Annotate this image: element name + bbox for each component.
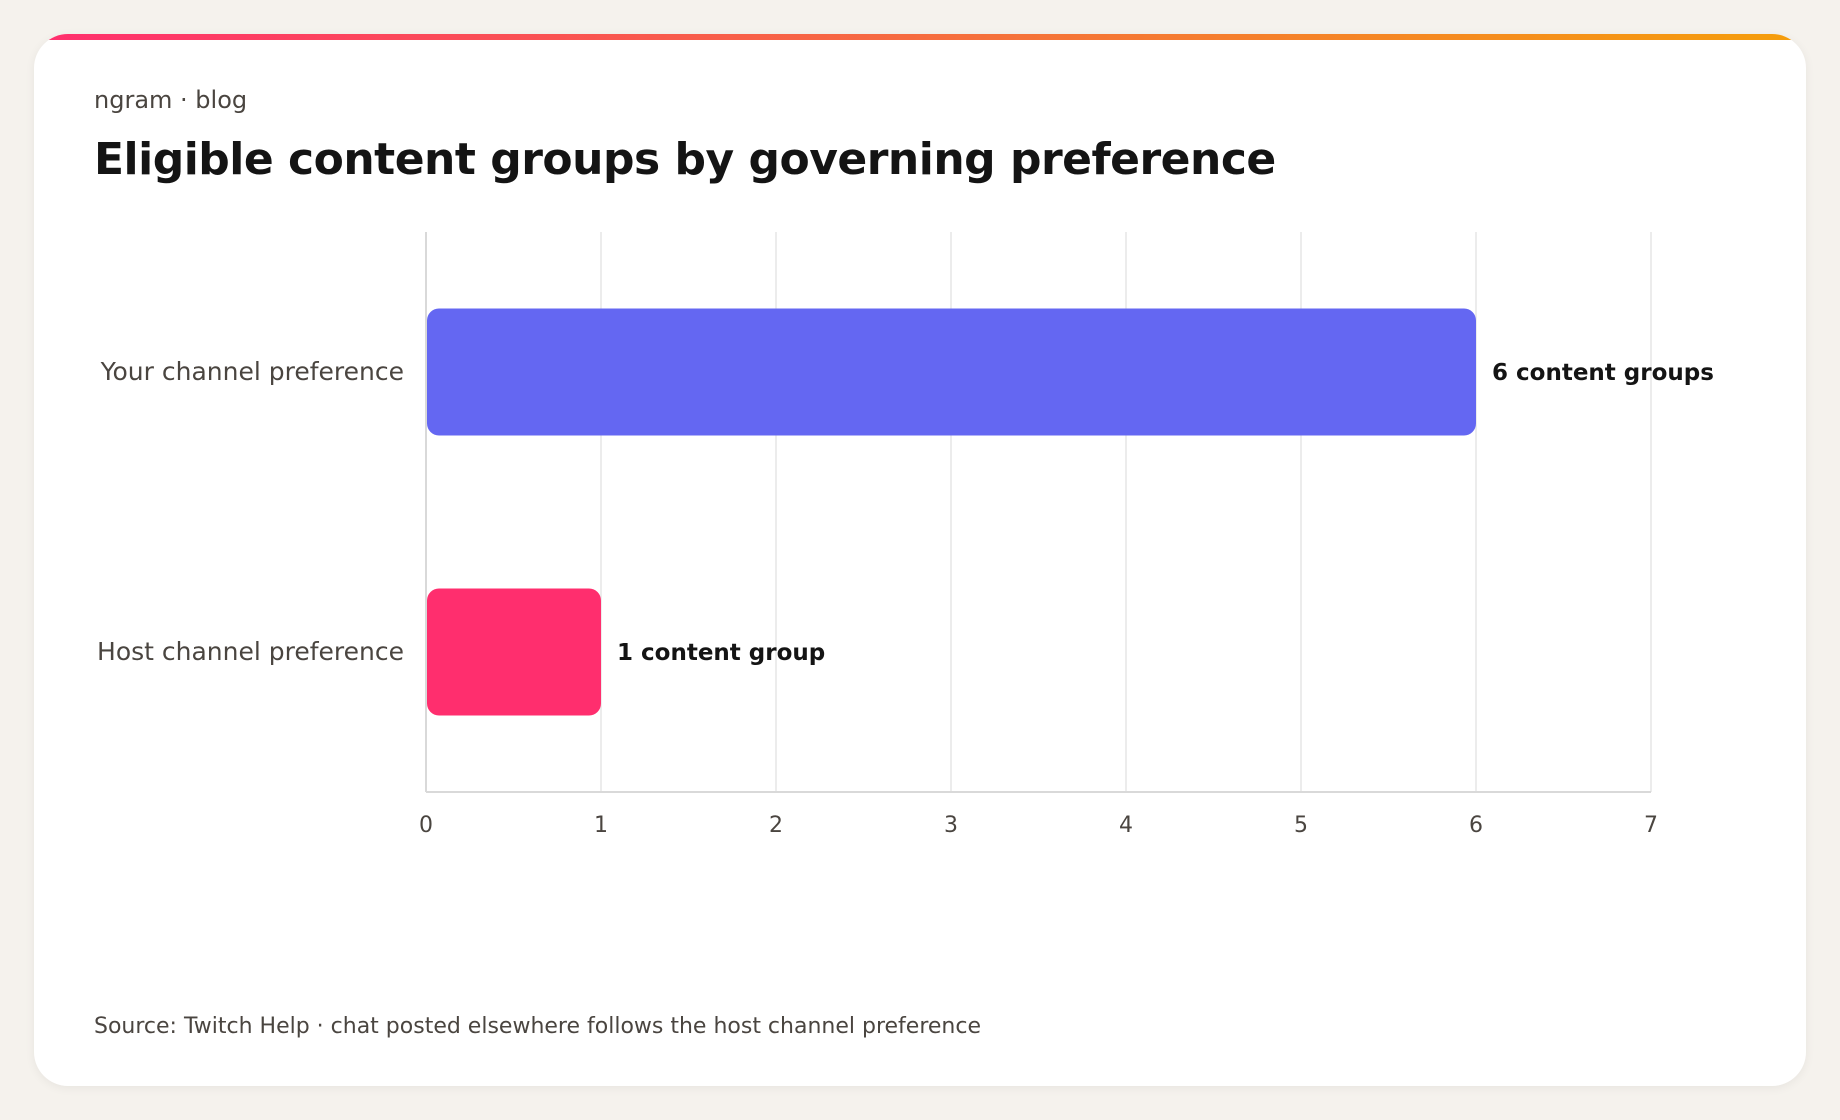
bars: [427, 308, 1476, 716]
category-label: Your channel preference: [100, 357, 404, 386]
x-tick-label: 7: [1644, 813, 1658, 838]
x-tick-label: 1: [594, 813, 608, 838]
labels: 0 1 2 3 4 5 6 7 Your channel preference 6 content…: [97, 357, 1714, 838]
x-tick-label: 4: [1119, 813, 1133, 838]
bar: [427, 308, 1476, 436]
accent-bar: [34, 34, 1806, 40]
bar-chart: 0 1 2 3 4 5 6 7 Your channel preference 6 content…: [97, 232, 1714, 838]
chart-title: Eligible content groups by governing pre…: [94, 134, 1276, 185]
x-tick-label: 6: [1469, 813, 1483, 838]
x-tick-label: 2: [769, 813, 783, 838]
x-tick-label: 0: [419, 813, 433, 838]
x-tick-label: 3: [944, 813, 958, 838]
eyebrow-label: ngram · blog: [94, 86, 248, 114]
data-label: 6 content groups: [1492, 360, 1714, 386]
x-tick-label: 5: [1294, 813, 1308, 838]
bar: [427, 588, 601, 716]
chart-card: ngram · blog Eligible content groups by …: [34, 34, 1806, 1086]
source-note: Source: Twitch Help · chat posted elsewh…: [94, 1014, 981, 1039]
data-label: 1 content group: [617, 640, 825, 666]
category-label: Host channel preference: [97, 637, 404, 666]
